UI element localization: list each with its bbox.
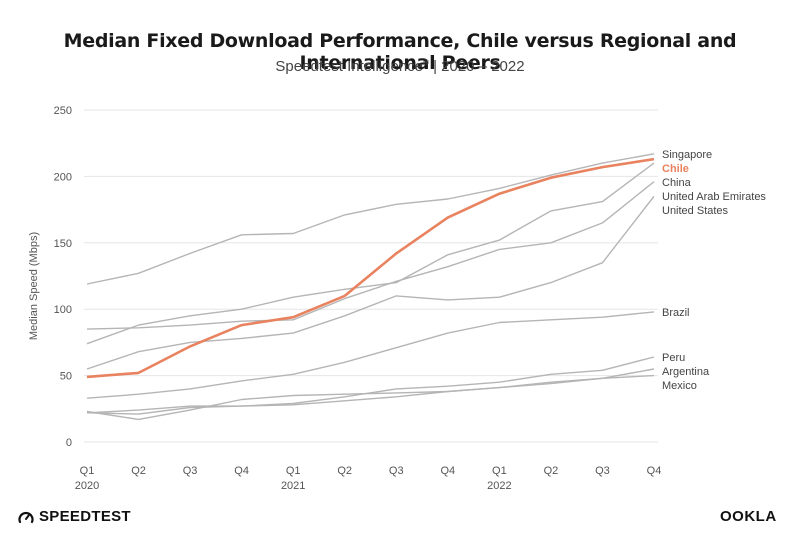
x-tick-label: Q3: [389, 465, 404, 477]
series-line-chile: [86, 157, 655, 379]
x-tick-label: Q3: [183, 465, 198, 477]
x-tick-label: Q2: [544, 465, 559, 477]
series-line-china: [86, 162, 655, 345]
series-label-brazil: Brazil: [662, 307, 690, 319]
chart-subtitle: Speedtest Intelligence® | 2020 – 2022: [0, 58, 800, 75]
ookla-logo: OOKLA: [720, 508, 777, 525]
subtitle-rest: | 2020 – 2022: [428, 58, 525, 75]
y-tick-label: 50: [60, 371, 72, 383]
series-line-united-arab-emirates: [86, 181, 655, 330]
speedtest-logo: SPEEDTEST: [18, 508, 131, 525]
speedtest-gauge-icon: [18, 511, 34, 523]
series-line-argentina: [86, 368, 655, 421]
series-line-brazil: [86, 311, 655, 399]
series-line-mexico: [86, 374, 655, 415]
y-tick-label: 250: [54, 105, 72, 117]
x-year-label: 2020: [75, 480, 99, 492]
speedtest-wordmark: SPEEDTEST: [39, 508, 131, 525]
series-labels: Singapore Chile China United Arab Emirates U…: [662, 149, 766, 392]
x-axis-ticks: Q1 2020 Q2 Q3 Q4 Q1 2021 Q2 Q3 Q4 Q1 2022 Q2 Q3 Q4: [75, 465, 662, 492]
x-year-label: 2022: [487, 480, 511, 492]
series-label-argentina: Argentina: [662, 366, 710, 378]
x-tick-label: Q4: [647, 465, 662, 477]
x-tick-label: Q4: [440, 465, 455, 477]
y-tick-label: 200: [54, 171, 72, 183]
x-tick-label: Q2: [131, 465, 146, 477]
subtitle-main: Speedtest Intelligence: [275, 58, 424, 75]
series-label-mexico: Mexico: [662, 380, 697, 392]
y-tick-label: 100: [54, 304, 72, 316]
series-label-singapore: Singapore: [662, 149, 712, 161]
chart-title: Median Fixed Download Performance, Chile…: [63, 30, 737, 74]
series-line-united-states: [86, 195, 655, 370]
y-tick-label: 150: [54, 238, 72, 250]
x-tick-label: Q1: [492, 465, 507, 477]
series-line-singapore: [86, 153, 655, 285]
series-label-peru: Peru: [662, 352, 685, 364]
registered-mark: ®: [423, 58, 429, 67]
y-axis-label: Median Speed (Mbps): [28, 232, 40, 340]
x-tick-label: Q1: [80, 465, 95, 477]
x-tick-label: Q1: [286, 465, 301, 477]
series-label-china: China: [662, 177, 692, 189]
series-label-united-states: United States: [662, 205, 729, 217]
series-line-peru: [86, 356, 655, 414]
series-lines: [86, 153, 655, 421]
x-year-label: 2021: [281, 480, 305, 492]
x-tick-label: Q2: [337, 465, 352, 477]
x-tick-label: Q4: [234, 465, 249, 477]
y-tick-label: 0: [66, 437, 72, 449]
series-label-united-arab-emirates: United Arab Emirates: [662, 191, 766, 203]
series-label-chile: Chile: [662, 163, 689, 175]
y-axis-ticks: 0 50 100 150 200 250: [54, 105, 72, 449]
x-tick-label: Q3: [595, 465, 610, 477]
